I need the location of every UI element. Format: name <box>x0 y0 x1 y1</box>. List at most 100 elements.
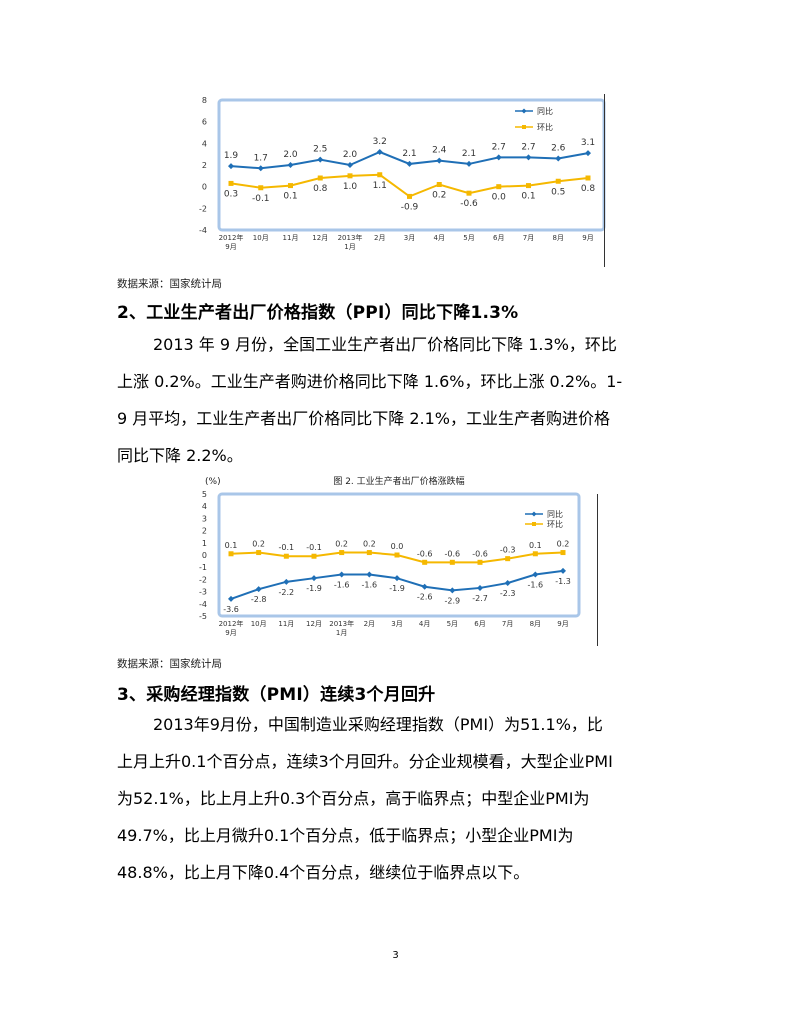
data-point <box>422 559 428 565</box>
x-tick-label: 8月 <box>530 620 541 628</box>
data-label: -2.6 <box>417 593 433 602</box>
data-point <box>504 580 511 587</box>
data-point <box>228 595 234 602</box>
y-tick-label: -4 <box>199 600 207 609</box>
chart1-right-rule <box>604 94 605 267</box>
data-point <box>228 551 234 557</box>
data-label: 1.1 <box>373 181 387 191</box>
y-tick-label: 1 <box>202 539 207 548</box>
paragraph-line: 9 月平均，工业生产者出厂价格同比下降 2.1%，工业生产者购进价格 <box>117 409 611 428</box>
data-point <box>258 185 264 191</box>
data-point <box>347 173 353 179</box>
x-tick-label: 1月 <box>344 243 355 251</box>
data-label: -2.2 <box>279 588 295 597</box>
data-label: -0.9 <box>401 202 419 212</box>
data-label: -1.9 <box>306 584 322 593</box>
data-point <box>560 550 566 556</box>
data-point <box>495 154 502 161</box>
x-tick-label: 2月 <box>364 620 375 628</box>
y-tick-label: -5 <box>199 612 207 621</box>
x-tick-label: 9月 <box>225 243 236 251</box>
legend-marker <box>522 125 526 129</box>
data-point <box>347 162 353 168</box>
x-tick-label: 2012年 <box>219 233 244 242</box>
y-tick-label: 6 <box>202 118 207 127</box>
x-tick-label: 12月 <box>312 234 328 242</box>
data-point <box>555 178 561 184</box>
section-heading-ppi: 2、工业生产者出厂价格指数（PPI）同比下降1.3% <box>117 303 519 323</box>
source-note-1: 数据来源：国家统计局 <box>117 278 222 290</box>
y-tick-label: -4 <box>199 226 207 235</box>
y-tick-label: -1 <box>199 563 207 572</box>
data-point <box>477 584 483 591</box>
chart-title: 图 2. 工业生产者出厂价格涨跌幅 <box>333 475 464 487</box>
data-label: -0.1 <box>252 194 270 204</box>
y-axis-label: (%) <box>205 477 221 487</box>
data-point <box>394 552 400 558</box>
legend-marker <box>531 511 537 517</box>
y-tick-label: 4 <box>202 502 207 511</box>
y-tick-label: 0 <box>202 183 207 192</box>
data-point <box>283 553 289 559</box>
data-label: -2.7 <box>472 594 488 603</box>
data-label: 2.1 <box>462 149 476 159</box>
paragraph-line: 上涨 0.2%。工业生产者购进价格同比下降 1.6%，环比上涨 0.2%。1- <box>117 372 623 391</box>
data-label: 0.0 <box>492 193 507 203</box>
data-point <box>256 550 262 556</box>
y-tick-label: -3 <box>199 588 207 597</box>
data-point <box>257 165 264 172</box>
data-label: -1.6 <box>334 581 350 590</box>
x-tick-label: 11月 <box>283 234 299 242</box>
data-label: -2.3 <box>500 589 516 598</box>
data-label: 0.2 <box>432 191 446 201</box>
data-label: 0.1 <box>521 192 535 202</box>
data-point <box>555 155 562 162</box>
x-tick-label: 10月 <box>253 234 269 242</box>
data-point <box>366 571 373 578</box>
data-label: -0.1 <box>306 543 322 552</box>
x-tick-label: 9月 <box>582 234 593 242</box>
data-label: 3.2 <box>373 137 387 147</box>
page-number: 3 <box>392 950 399 961</box>
legend-label: 同比 <box>537 106 553 116</box>
chart2-right-rule <box>597 494 598 646</box>
data-point <box>525 154 532 161</box>
data-label: 0.5 <box>551 187 565 197</box>
x-tick-label: 4月 <box>419 620 430 628</box>
data-label: -2.8 <box>251 595 267 604</box>
data-label: -3.6 <box>223 605 239 614</box>
data-point <box>283 578 290 585</box>
y-tick-label: 3 <box>202 514 207 523</box>
data-point <box>376 149 383 155</box>
data-point <box>436 182 442 187</box>
x-tick-label: 8月 <box>553 234 564 242</box>
data-point <box>377 172 383 178</box>
x-tick-label: 9月 <box>225 629 236 637</box>
data-point <box>560 567 566 574</box>
paragraph-ppi: 2013 年 9 月份，全国工业生产者出厂价格同比下降 1.3%，环比 上涨 0… <box>117 326 677 474</box>
x-tick-label: 2013年 <box>338 233 363 242</box>
section-heading-pmi: 3、采购经理指数（PMI）连续3个月回升 <box>117 685 436 705</box>
ppi-line-chart: -5 -4 -3 -2 -1 0 1 2 3 4 5 图 2. 工业生产者出厂价格涨跌幅 (%) 2012… <box>199 475 581 637</box>
source-note-2: 数据来源：国家统计局 <box>117 658 222 670</box>
data-label: 2.0 <box>283 150 298 160</box>
data-label: -1.6 <box>362 581 378 590</box>
data-point <box>477 559 483 565</box>
paragraph-line: 上月上升0.1个百分点，连续3个月回升。分企业规模看，大型企业PMI <box>117 752 613 771</box>
data-point <box>532 571 539 578</box>
data-label: 0.0 <box>391 542 404 551</box>
data-point <box>255 586 262 593</box>
data-point <box>228 180 234 186</box>
data-label: 0.1 <box>283 192 297 202</box>
data-point <box>466 160 472 167</box>
data-label: 0.1 <box>529 541 542 550</box>
data-point <box>449 587 456 594</box>
x-tick-label: 6月 <box>474 620 485 628</box>
y-tick-label: 4 <box>202 139 207 148</box>
data-label: 0.8 <box>313 184 328 194</box>
data-point <box>421 583 428 590</box>
data-point <box>407 193 412 199</box>
legend-label: 同比 <box>547 509 563 519</box>
x-tick-label: 3月 <box>391 620 402 628</box>
